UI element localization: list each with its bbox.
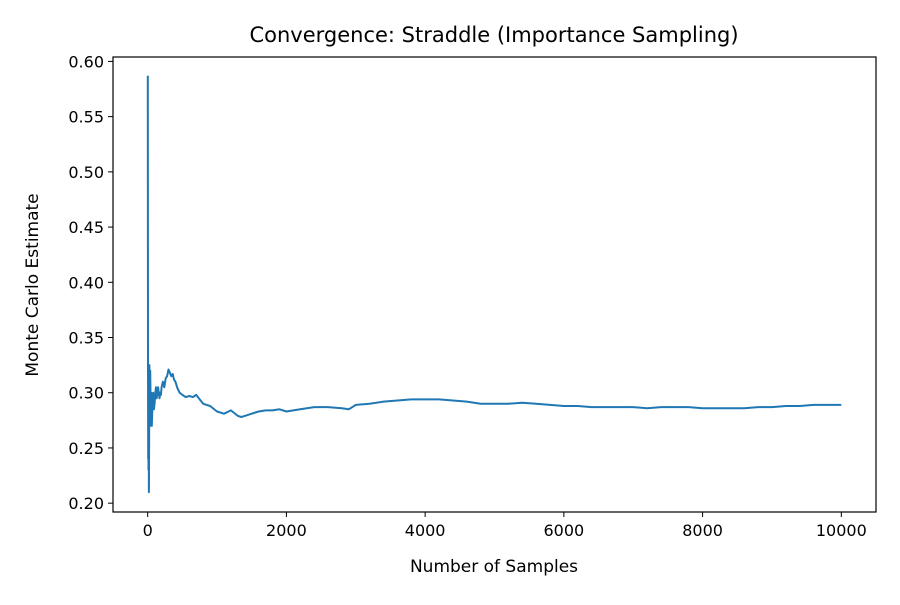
series-line-0 — [146, 75, 842, 494]
x-axis-title: Number of Samples — [410, 557, 578, 577]
x-tick-label: 2000 — [266, 521, 307, 540]
y-tick-label: 0.20 — [68, 494, 104, 513]
y-axis: 0.20 0.25 0.30 0.35 0.40 0.45 0.50 0.55 0.60 — [68, 52, 113, 513]
y-tick-label: 0.45 — [68, 218, 104, 237]
chart-title: Convergence: Straddle (Importance Sampli… — [249, 23, 738, 47]
y-tick-label: 0.60 — [68, 52, 104, 71]
y-tick-label: 0.35 — [68, 329, 104, 348]
y-tick-label: 0.25 — [68, 439, 104, 458]
x-tick-label: 4000 — [405, 521, 446, 540]
series-layer — [146, 75, 842, 494]
x-tick-label: 6000 — [544, 521, 585, 540]
x-tick-label: 8000 — [682, 521, 723, 540]
x-tick-label: 10000 — [816, 521, 867, 540]
y-tick-label: 0.40 — [68, 273, 104, 292]
x-tick-label: 0 — [143, 521, 153, 540]
y-tick-label: 0.55 — [68, 108, 104, 127]
x-axis: 0 2000 4000 6000 8000 10000 — [143, 512, 867, 540]
y-tick-label: 0.50 — [68, 163, 104, 182]
y-tick-label: 0.30 — [68, 384, 104, 403]
y-axis-title: Monte Carlo Estimate — [23, 193, 43, 376]
plot-area-frame — [112, 56, 877, 513]
